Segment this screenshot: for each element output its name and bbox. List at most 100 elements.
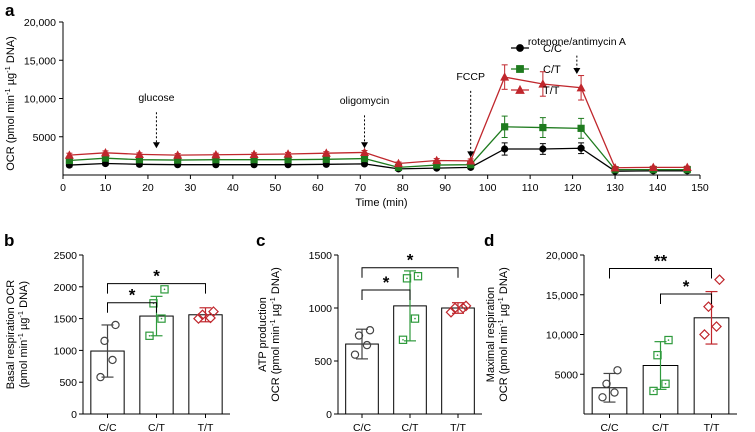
data-point: [208, 306, 219, 318]
data-point: [457, 302, 469, 314]
data-point: [613, 366, 622, 375]
annotation-arrowhead: [573, 68, 581, 75]
bar-T-T: [188, 314, 223, 415]
x-tick-label: 50: [269, 182, 281, 194]
x-tick-label: 130: [606, 182, 624, 194]
data-point: [466, 156, 476, 165]
data-point-dot: [664, 382, 667, 385]
y-axis-title: OCR (pmol min-1 µg-1 DNA): [3, 36, 17, 171]
data-point: [501, 123, 509, 131]
annotation-arrowhead: [361, 142, 369, 149]
significance-label: *: [383, 273, 390, 292]
data-point: [173, 150, 183, 159]
data-point-dot: [163, 288, 166, 291]
data-point: [432, 155, 442, 165]
data-point: [577, 124, 585, 132]
data-point: [682, 162, 692, 171]
y-axis-title-line2: OCR (pmol min-1 µg-1 DNA): [268, 267, 282, 402]
data-point: [653, 350, 662, 360]
data-point: [501, 145, 509, 153]
x-tick-label: 120: [564, 182, 582, 194]
series-line: [69, 147, 688, 172]
bar-T-T: [441, 307, 475, 415]
significance-label: *: [153, 267, 160, 286]
data-point: [539, 123, 547, 132]
data-point: [500, 72, 510, 81]
data-point: [538, 79, 548, 88]
x-tick-label: C/T: [402, 422, 420, 432]
data-point: [211, 149, 221, 159]
data-point-dot: [160, 317, 163, 320]
annotation-arrowhead: [467, 151, 475, 158]
data-point: [100, 336, 109, 346]
data-point: [284, 156, 292, 164]
panel-letter-a: a: [5, 1, 15, 20]
y-tick-label: 1500: [309, 250, 333, 262]
data-point: [108, 355, 117, 365]
significance-label: *: [129, 286, 136, 305]
x-tick-label: C/C: [98, 422, 117, 432]
data-point: [157, 314, 166, 323]
data-point: [360, 154, 369, 163]
x-tick-label: T/T: [198, 422, 214, 432]
data-point: [610, 162, 620, 172]
x-tick-label: 70: [354, 182, 366, 194]
data-point: [249, 149, 259, 158]
significance-bracket: [609, 268, 712, 279]
data-point: [64, 150, 74, 159]
data-point: [283, 149, 293, 158]
significance-bracket: [361, 267, 459, 278]
y-tick-label: 5000: [555, 369, 579, 381]
panel-letter-d: d: [484, 231, 494, 250]
y-tick-label: 1500: [54, 314, 78, 326]
annotation-label: rotenone/antimycin A: [528, 36, 626, 48]
data-point: [699, 329, 710, 340]
x-tick-label: C/T: [148, 422, 166, 432]
series-line: [69, 76, 688, 169]
x-tick-label: C/T: [652, 422, 670, 432]
data-point: [602, 379, 611, 388]
data-point: [445, 306, 457, 318]
x-tick-label: 150: [691, 182, 709, 194]
y-tick-label: 2000: [54, 282, 78, 294]
legend-entry: T/T: [543, 85, 560, 97]
y-tick-label: 0: [71, 409, 77, 421]
x-tick-label: T/T: [450, 422, 466, 432]
data-point: [149, 299, 158, 308]
data-point: [413, 272, 423, 281]
data-point: [193, 313, 204, 325]
data-point: [160, 285, 169, 294]
y-tick-label: 20,000: [546, 250, 578, 262]
data-point-dot: [667, 339, 670, 341]
data-point: [410, 314, 420, 323]
data-point: [576, 83, 586, 92]
y-axis-title-line2: (pmol min-1 µg-1 DNA): [16, 281, 30, 388]
data-point: [598, 393, 607, 402]
data-point: [362, 340, 372, 350]
panel-letter-c: c: [256, 231, 265, 250]
panel-c: c 0 500 1000 1500 C/C C/T T/T * * ATP production OC…: [256, 231, 482, 432]
x-tick-label: 10: [100, 182, 112, 194]
significance-bracket: [361, 289, 411, 300]
significance-bracket: [107, 283, 206, 294]
legend-entry: C/C: [543, 43, 562, 55]
panel-a: a 5000 10,000 15,000 20,000 0 10 20 30 40 50 60 70 80…: [3, 1, 709, 209]
legend-entry: C/T: [543, 64, 561, 76]
data-point: [393, 158, 403, 168]
data-point-dot: [656, 354, 659, 356]
data-point: [350, 350, 360, 359]
data-point: [714, 274, 725, 286]
data-point: [96, 372, 105, 382]
y-tick-label: 500: [314, 356, 332, 368]
data-point: [711, 321, 722, 332]
y-axis-title-line2: OCR (pmol min-1 µg-1 DNA): [496, 267, 510, 402]
data-point: [354, 331, 364, 340]
annotation-arrowhead: [152, 142, 160, 149]
x-tick-label: 100: [479, 182, 497, 194]
series-line: [69, 126, 688, 171]
y-tick-label: 1000: [309, 303, 333, 315]
data-point: [398, 335, 408, 345]
y-tick-label: 10,000: [24, 94, 56, 106]
